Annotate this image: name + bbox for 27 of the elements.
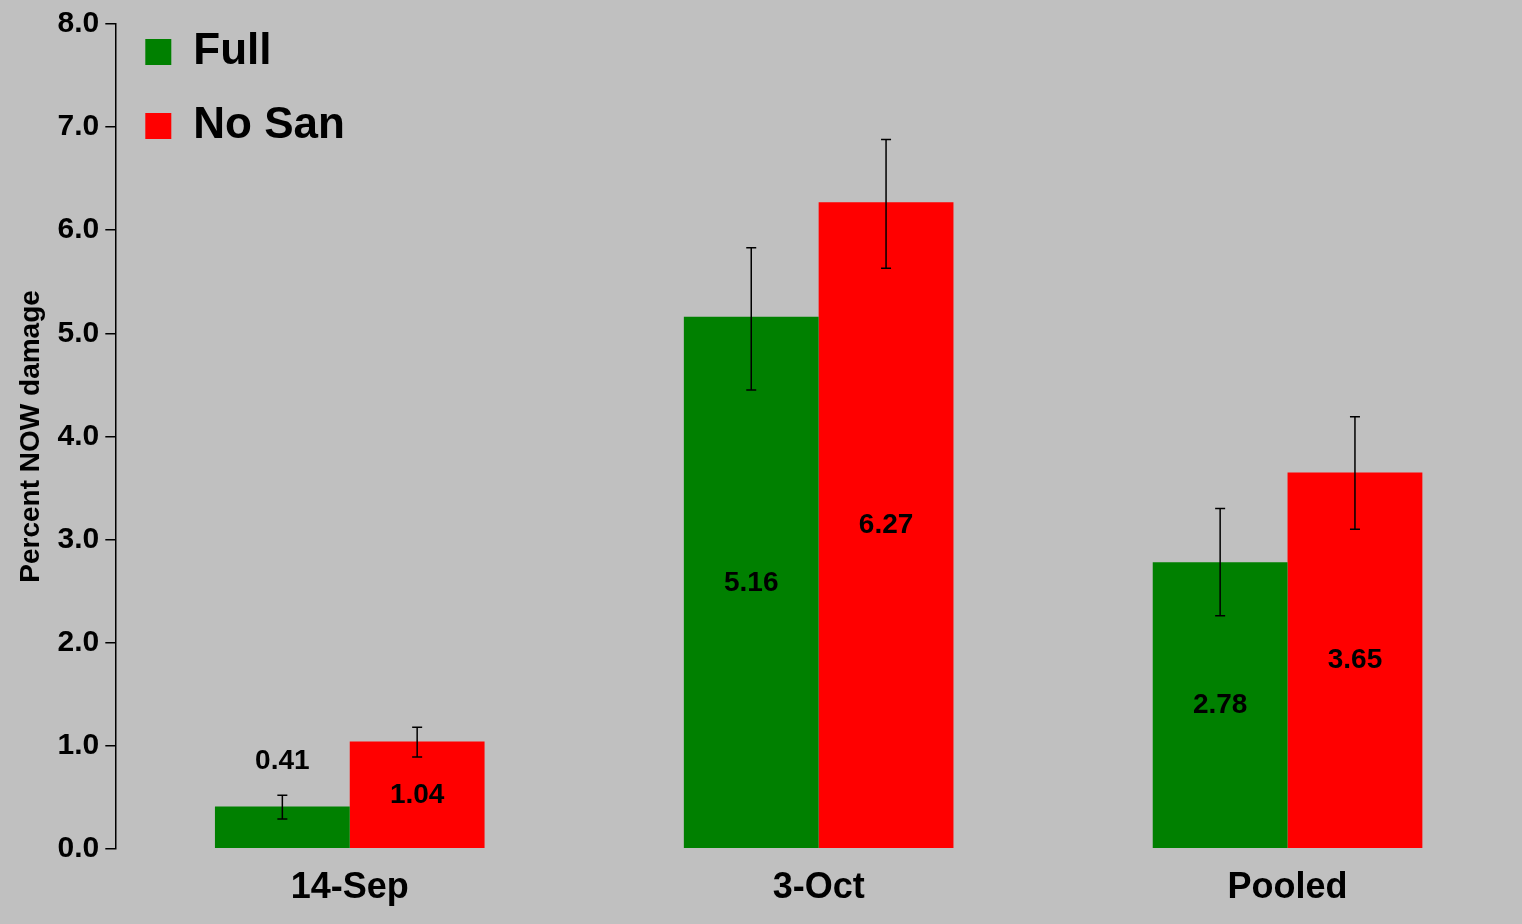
data-label: 0.41: [255, 743, 310, 775]
bar: [1152, 562, 1288, 849]
bar: [818, 202, 954, 849]
legend-label: Full: [193, 24, 272, 74]
legend-label: No San: [193, 98, 345, 148]
y-tick-label: 8.0: [57, 5, 100, 39]
y-tick-label: 3.0: [57, 520, 100, 554]
data-label: 3.65: [1327, 643, 1383, 675]
y-tick-label: 6.0: [57, 211, 100, 245]
bar: [683, 316, 819, 849]
data-label: 6.27: [858, 508, 914, 540]
y-tick-label: 5.0: [57, 314, 100, 348]
bar: [1287, 472, 1423, 849]
data-label: 5.16: [724, 565, 779, 597]
y-tick-label: 7.0: [57, 108, 100, 142]
x-tick-label: Pooled: [1227, 865, 1348, 907]
y-axis-title: Percent NOW damage: [13, 290, 45, 583]
y-tick-label: 0.0: [57, 830, 100, 864]
y-tick-label: 2.0: [57, 623, 100, 657]
bar: [349, 741, 485, 849]
bar: [214, 806, 350, 849]
data-label: 1.04: [389, 777, 445, 809]
y-tick-label: 1.0: [57, 726, 100, 760]
x-tick-label: 3-Oct: [772, 865, 865, 907]
y-tick-label: 4.0: [57, 417, 100, 451]
x-tick-label: 14-Sep: [290, 865, 409, 907]
data-label: 2.78: [1192, 688, 1248, 720]
